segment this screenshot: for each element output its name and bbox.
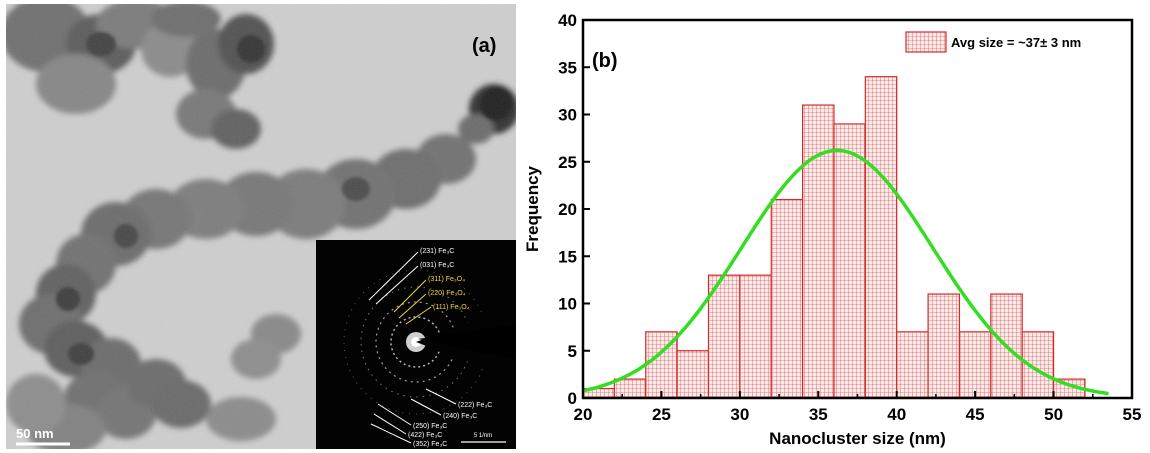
histogram-bar xyxy=(613,378,647,399)
x-axis: 20 25 30 35 40 45 50 55 xyxy=(574,391,1142,424)
y-tick-label: 30 xyxy=(558,106,577,125)
x-tick-label: 55 xyxy=(1123,405,1142,424)
ring-label: (311) Fe₃O₄ xyxy=(428,276,465,283)
histogram-bar xyxy=(802,104,835,399)
legend-label: Avg size = ~37± 3 nm xyxy=(951,35,1081,50)
x-tick-label: 45 xyxy=(966,405,985,424)
histogram-bar xyxy=(927,293,961,399)
ring-label: (031) Fe₃C xyxy=(420,262,454,269)
histogram-bar xyxy=(739,274,772,399)
x-tick-label: 25 xyxy=(652,405,671,424)
ring-label: (352) Fe₃C xyxy=(413,441,447,448)
legend: Avg size = ~37± 3 nm xyxy=(905,31,1081,53)
histogram-chart: 20 25 30 35 40 45 50 55 0 5 10 15 20 25 30 35 40 Nanocl… xyxy=(523,11,1142,448)
scale-bar-label: 50 nm xyxy=(16,426,54,441)
histogram-bar xyxy=(896,331,929,399)
y-tick-label: 0 xyxy=(568,389,577,408)
saed-inset: (231) Fe₃C (031) Fe₃C (311) Fe₃O₄ (220) Fe₃… xyxy=(316,240,516,449)
ring-label: (220) Fe₃O₄ xyxy=(428,290,466,297)
y-tick-label: 5 xyxy=(568,342,577,361)
ring-leader-lines xyxy=(368,251,457,444)
y-tick-label: 35 xyxy=(558,58,577,77)
x-tick-label: 30 xyxy=(730,405,749,424)
ring-label: (231) Fe₃C xyxy=(420,248,454,255)
panel-b-label: (b) xyxy=(592,50,618,72)
histogram-bar xyxy=(770,198,804,399)
x-tick-label: 50 xyxy=(1044,405,1063,424)
histogram-bar xyxy=(864,76,898,399)
y-tick-label: 20 xyxy=(558,200,577,219)
x-axis-label: Nanocluster size (nm) xyxy=(769,429,946,448)
y-axis-label: Frequency xyxy=(523,165,542,252)
histogram-bar xyxy=(707,274,741,399)
histogram-bars xyxy=(582,76,1086,399)
gaussian-fit-curve xyxy=(582,148,1109,396)
y-tick-label: 40 xyxy=(558,11,577,30)
ring-label: (222) Fe₃C xyxy=(458,402,492,409)
inset-scale-label: 5 1/nm xyxy=(474,433,492,439)
ring-label: (250) Fe₃C xyxy=(413,423,447,430)
y-tick-label: 10 xyxy=(558,295,577,314)
histogram-bar xyxy=(833,123,866,399)
legend-swatch xyxy=(905,31,947,53)
tem-image-panel: (231) Fe₃C (031) Fe₃C (311) Fe₃O₄ (220) Fe₃… xyxy=(6,4,516,449)
x-tick-label: 35 xyxy=(809,405,828,424)
y-axis: 0 5 10 15 20 25 30 35 40 xyxy=(558,11,590,408)
x-tick-label: 20 xyxy=(574,405,593,424)
ring-labels-upper: (231) Fe₃C (031) Fe₃C (311) Fe₃O₄ (220) Fe₃… xyxy=(420,248,470,311)
tem-micrograph: (231) Fe₃C (031) Fe₃C (311) Fe₃O₄ (220) Fe₃… xyxy=(6,4,516,449)
y-tick-label: 15 xyxy=(558,247,577,266)
ring-labels-lower: (222) Fe₃C (240) Fe₃C (250) Fe₃C (422) Fe₃C… xyxy=(408,402,492,448)
histogram-bar xyxy=(676,350,710,399)
panel-a-label: (a) xyxy=(472,35,496,57)
x-tick-label: 40 xyxy=(887,405,906,424)
histogram-panel: 20 25 30 35 40 45 50 55 0 5 10 15 20 25 30 35 40 Nanocl… xyxy=(520,0,1150,453)
y-tick-label: 25 xyxy=(558,153,577,172)
histogram-bar xyxy=(958,331,992,399)
ring-label: (111) Fe₃O₄ xyxy=(433,304,470,311)
ring-label: (422) Fe₃C xyxy=(408,432,442,439)
ring-label: (240) Fe₃C xyxy=(443,413,477,420)
